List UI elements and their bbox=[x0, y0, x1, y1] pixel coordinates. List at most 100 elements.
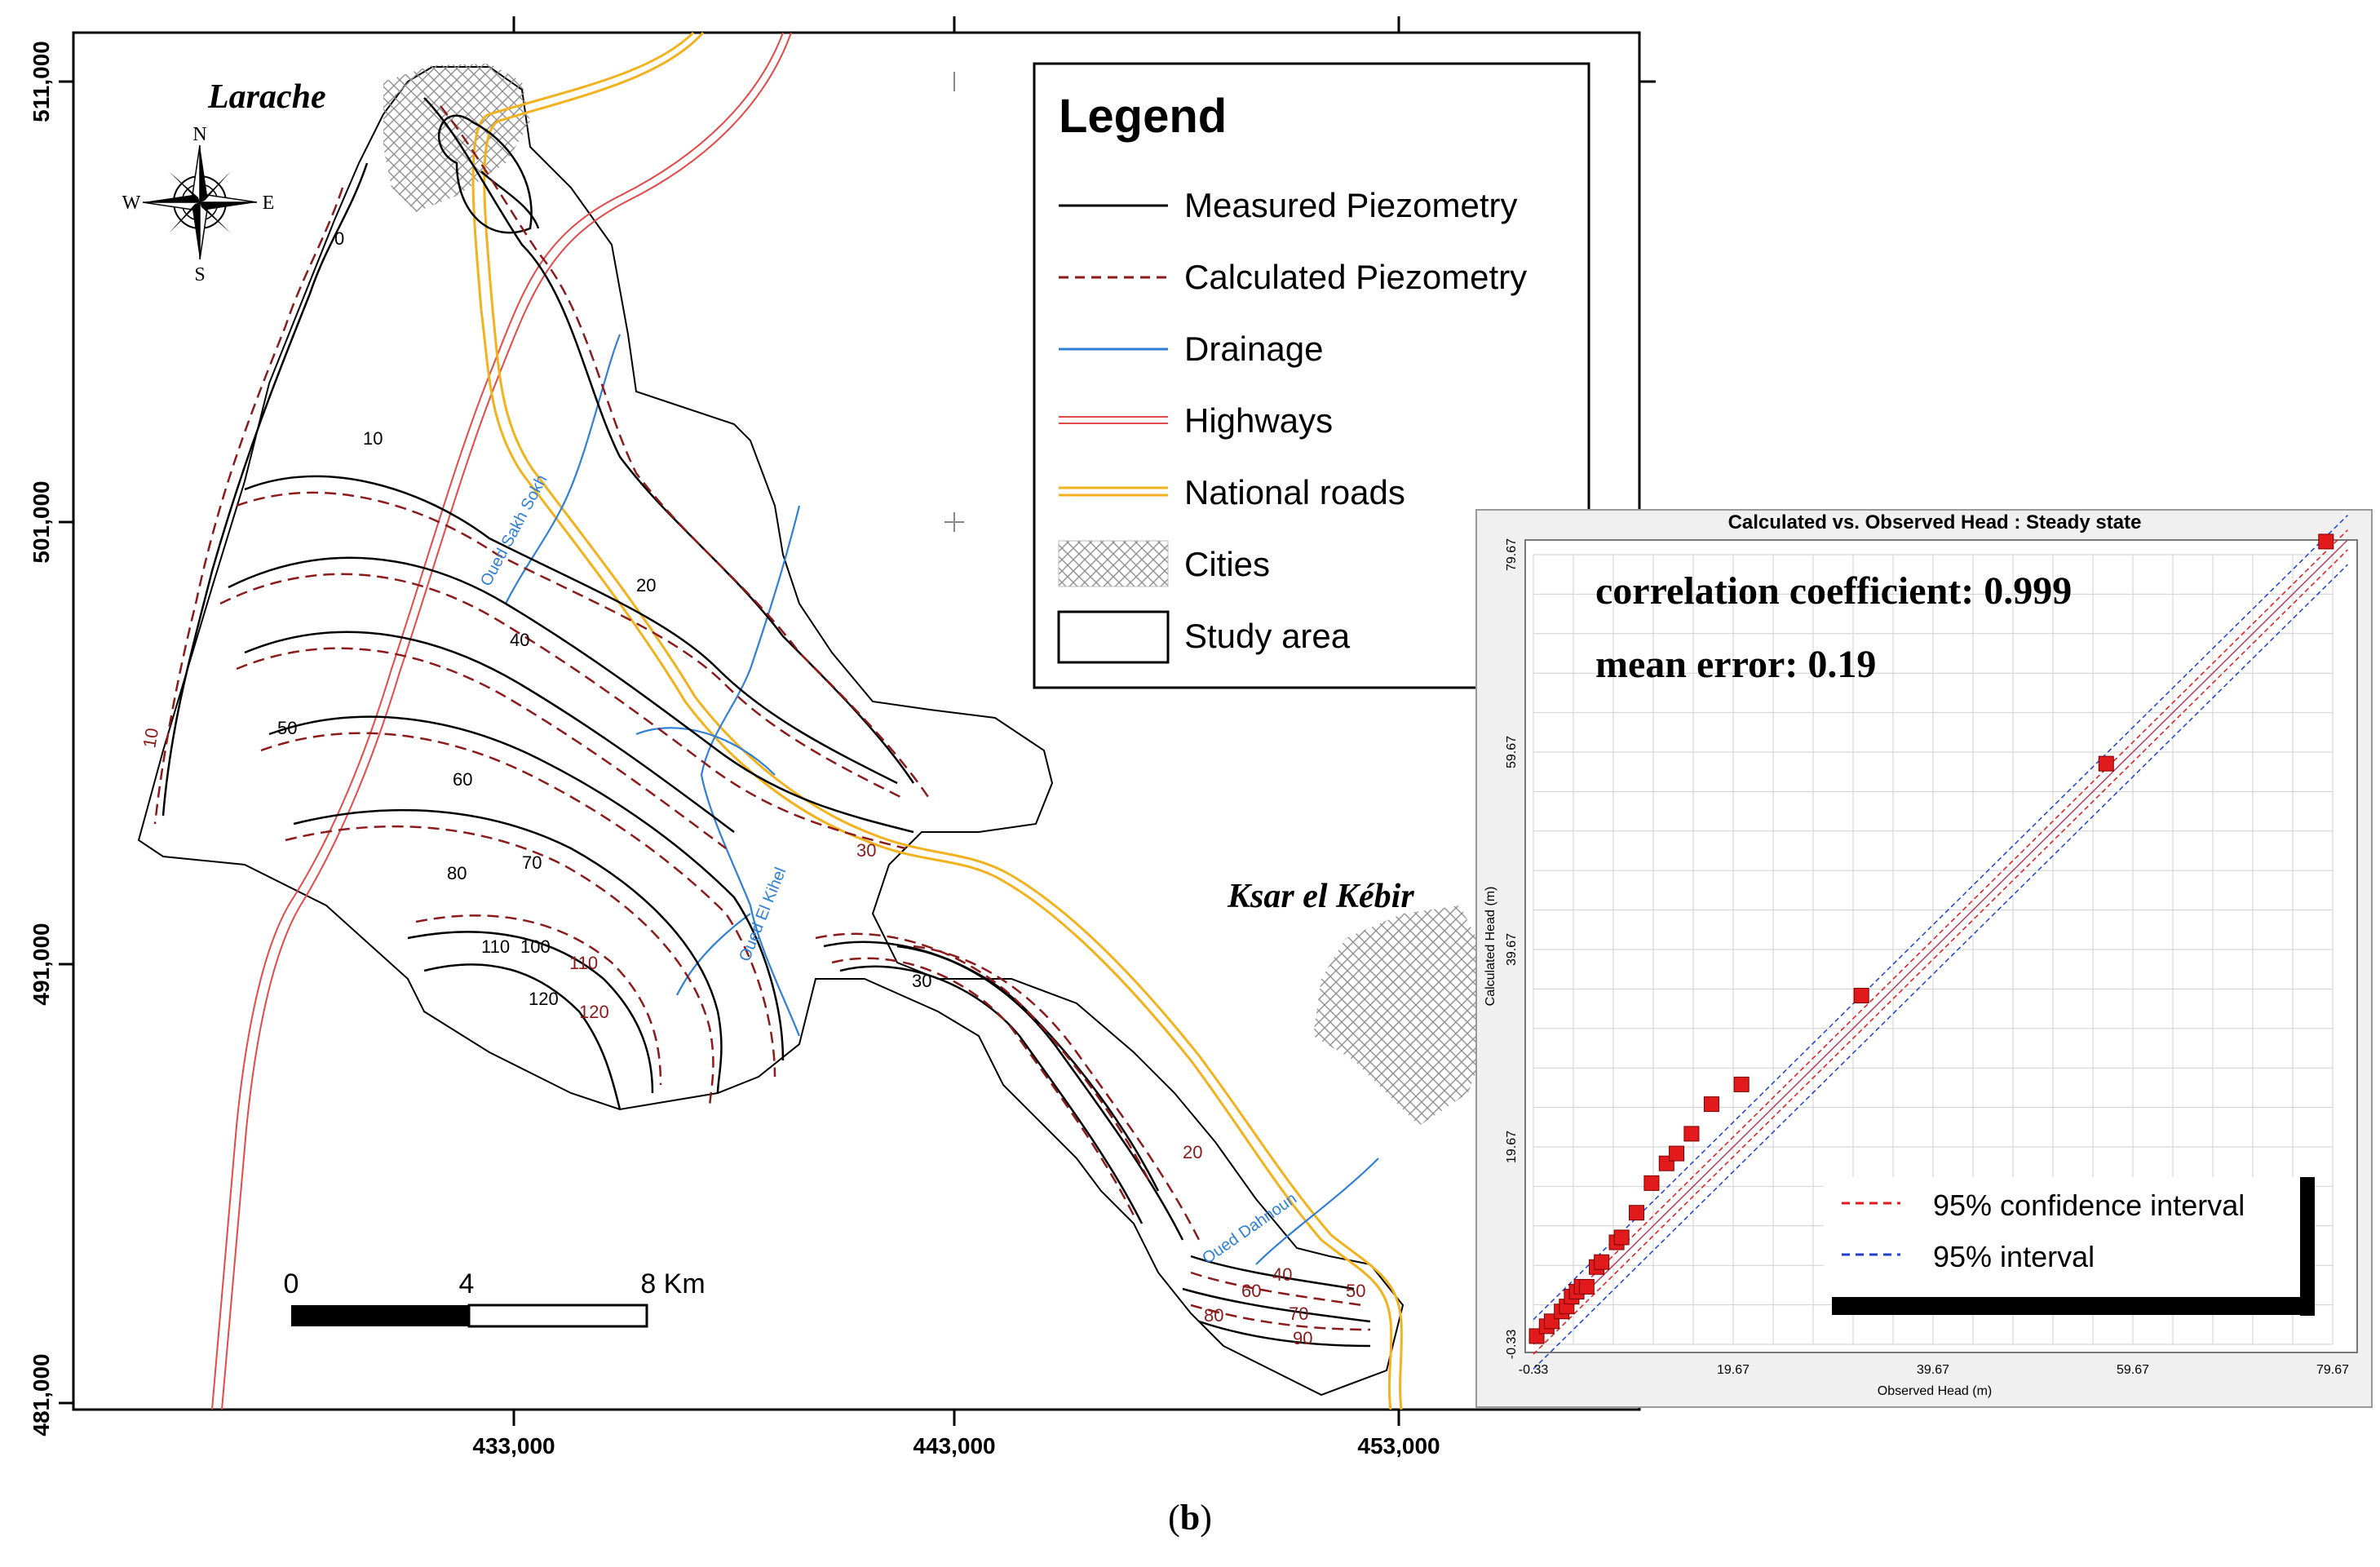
prediction-interval-line bbox=[1533, 515, 2348, 1321]
frame-ticks bbox=[59, 16, 1656, 1426]
y-tick-label: 501,000 bbox=[29, 480, 54, 563]
y-tick-label: -0.33 bbox=[1505, 1330, 1519, 1360]
mean-error-text: mean error: 0.19 bbox=[1595, 643, 1876, 686]
contour-label-calculated: 90 bbox=[1293, 1328, 1312, 1348]
scale-tick-label: 8 Km bbox=[640, 1268, 705, 1299]
data-point bbox=[1629, 1205, 1645, 1221]
figure-caption: (b) bbox=[0, 1497, 2380, 1538]
compass-icon: N S E W bbox=[122, 124, 275, 286]
scatter-legend: 95% confidence interval 95% interval bbox=[1824, 1177, 2315, 1316]
x-tick-label: 433,000 bbox=[472, 1433, 555, 1459]
compass-east: E bbox=[263, 193, 275, 214]
legend-swatch-study-area bbox=[1057, 610, 1170, 664]
y-tick-label: 481,000 bbox=[29, 1353, 54, 1436]
contour-label-measured: 30 bbox=[912, 971, 931, 991]
y-tick-label: 59.67 bbox=[1505, 736, 1519, 768]
measured-piezometry bbox=[161, 97, 1371, 1348]
x-tick-label: 39.67 bbox=[1917, 1363, 1949, 1377]
scale-bar: 0 4 8 Km bbox=[284, 1268, 706, 1328]
calculated-piezometry bbox=[153, 105, 1371, 1331]
contour-label-measured: 80 bbox=[447, 863, 467, 883]
contour-label-calculated: 30 bbox=[856, 840, 876, 861]
scatter-legend-label: 95% confidence interval bbox=[1933, 1189, 2245, 1222]
data-point bbox=[1853, 988, 1869, 1004]
contour-label-measured: 20 bbox=[636, 575, 656, 595]
prediction-interval-line bbox=[1533, 564, 2348, 1370]
x-tick-label: 443,000 bbox=[913, 1433, 995, 1459]
city-label-larache: Larache bbox=[207, 78, 326, 116]
scatter-title: Calculated vs. Observed Head : Steady st… bbox=[1728, 511, 2142, 533]
correlation-coefficient-text: correlation coefficient: 0.999 bbox=[1595, 569, 2072, 613]
contour-label-measured: 100 bbox=[520, 936, 551, 957]
x-tick-label: 453,000 bbox=[1357, 1433, 1440, 1459]
y-tick-label: 79.67 bbox=[1505, 538, 1519, 571]
x-tick-label: 59.67 bbox=[2117, 1363, 2149, 1377]
x-tick-label: -0.33 bbox=[1519, 1363, 1549, 1377]
data-point bbox=[1613, 1229, 1630, 1246]
scatter-reference-lines bbox=[1533, 515, 2348, 1370]
scatter-legend-label: 95% interval bbox=[1933, 1240, 2095, 1273]
compass-west: W bbox=[122, 193, 141, 214]
legend-label: Highways bbox=[1184, 401, 1333, 440]
contour-label-calculated: 20 bbox=[1183, 1142, 1202, 1162]
scatter-ticks: -0.33 19.67 39.67 59.67 79.67 -0.33 19.67 39.67… bbox=[1505, 538, 2349, 1377]
compass-south: S bbox=[194, 264, 205, 286]
y-tick-label: 39.67 bbox=[1505, 933, 1519, 966]
contour-label-calculated: 60 bbox=[1241, 1281, 1261, 1301]
legend-label: Study area bbox=[1184, 617, 1351, 655]
legend-label: National roads bbox=[1184, 473, 1405, 511]
data-point bbox=[1733, 1076, 1750, 1092]
city-label-ksar-el-kebir: Ksar el Kébir bbox=[1227, 878, 1414, 915]
x-tick-label: 79.67 bbox=[2316, 1363, 2349, 1377]
caption-open: ( bbox=[1168, 1498, 1180, 1538]
compass-north: N bbox=[192, 124, 206, 145]
legend-label: Measured Piezometry bbox=[1184, 186, 1518, 224]
data-point bbox=[1683, 1126, 1700, 1142]
data-point bbox=[1669, 1145, 1685, 1162]
data-point bbox=[1594, 1254, 1610, 1270]
scale-tick-label: 0 bbox=[284, 1268, 299, 1299]
contour-label-measured: 110 bbox=[481, 936, 510, 957]
scale-tick-label: 4 bbox=[459, 1268, 475, 1299]
contour-label-measured: 120 bbox=[529, 989, 559, 1009]
x-tick-label: 19.67 bbox=[1717, 1363, 1750, 1377]
contour-label-measured: 70 bbox=[522, 852, 542, 873]
contour-label-calculated: 120 bbox=[579, 1002, 609, 1022]
data-point bbox=[2098, 755, 2114, 772]
grid-crosses bbox=[944, 72, 964, 532]
one-to-one-line bbox=[1533, 539, 2348, 1345]
contour-label-measured: 0 bbox=[334, 228, 344, 249]
contour-label-measured: 10 bbox=[363, 428, 383, 449]
contour-label-measured: 60 bbox=[453, 769, 472, 790]
legend-title: Legend bbox=[1059, 90, 1227, 143]
confidence-interval-line bbox=[1533, 529, 2348, 1335]
highways bbox=[211, 32, 792, 1410]
scatter-y-axis-label: Calculated Head (m) bbox=[1484, 887, 1497, 1007]
data-point bbox=[2318, 533, 2334, 550]
data-point bbox=[1703, 1096, 1719, 1113]
contour-label-calculated: 50 bbox=[1346, 1281, 1365, 1301]
y-tick-label: 491,000 bbox=[29, 923, 54, 1005]
contour-label-measured: 40 bbox=[510, 630, 529, 650]
legend-swatch-cities bbox=[1058, 540, 1169, 587]
confidence-interval-line bbox=[1533, 549, 2348, 1355]
contour-label-measured: 50 bbox=[277, 718, 297, 738]
scatter-x-axis-label: Observed Head (m) bbox=[1878, 1384, 1993, 1398]
contour-label-calculated: 110 bbox=[569, 953, 598, 973]
city-ksar-el-kebir bbox=[1313, 905, 1493, 1126]
data-point bbox=[1643, 1175, 1660, 1191]
contour-label-calculated: 70 bbox=[1289, 1304, 1308, 1324]
legend-label: Calculated Piezometry bbox=[1184, 258, 1527, 296]
caption-close: ) bbox=[1200, 1498, 1212, 1538]
legend-label: Drainage bbox=[1184, 330, 1323, 368]
contour-label-calculated: 40 bbox=[1272, 1264, 1292, 1285]
y-tick-label: 19.67 bbox=[1505, 1131, 1519, 1163]
study-area-outline bbox=[137, 66, 1405, 1397]
legend-label: Cities bbox=[1184, 545, 1270, 583]
national-roads bbox=[471, 31, 1403, 1410]
y-tick-label: 511,000 bbox=[29, 41, 54, 122]
data-point bbox=[1578, 1278, 1595, 1295]
contour-label-calculated: 80 bbox=[1204, 1305, 1223, 1326]
contour-label-calculated: 10 bbox=[139, 726, 162, 749]
